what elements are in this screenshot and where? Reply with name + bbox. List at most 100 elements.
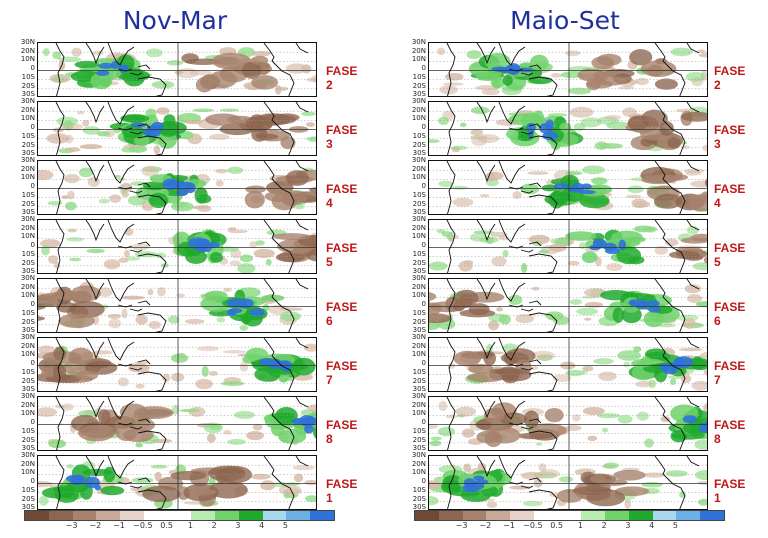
anomaly-blob (118, 257, 129, 263)
anomaly-blob (311, 74, 316, 83)
anomaly-blob (174, 70, 184, 75)
anomaly-blob (61, 195, 69, 200)
anomaly-blob (628, 299, 648, 307)
coastline (137, 135, 167, 155)
latitude-label: 10N (20, 409, 35, 418)
anomaly-blob (192, 108, 215, 113)
anomaly-blob (176, 189, 188, 197)
latitude-label: 10S (21, 367, 35, 376)
anomaly-blob (502, 74, 513, 86)
phase-label: FASE 5 (714, 241, 746, 269)
anomaly-blob (429, 423, 438, 430)
anomaly-map (428, 337, 708, 392)
colorbar-swatch (438, 511, 463, 520)
anomaly-blob (593, 358, 614, 365)
anomaly-blob (227, 438, 246, 445)
colorbar-swatch (238, 511, 263, 520)
anomaly-blob (484, 53, 511, 70)
anomaly-map (37, 396, 317, 451)
anomaly-blob (48, 439, 67, 449)
anomaly-blob (660, 416, 671, 422)
coastline (508, 359, 542, 371)
anomaly-blob (531, 365, 539, 370)
latitude-label: 20N (411, 223, 426, 232)
anomaly-blob (109, 194, 122, 203)
colorbar-swatch (191, 511, 216, 520)
anomaly-blob (624, 498, 632, 509)
colorbar-tick-label: 1 (187, 521, 193, 530)
anomaly-blob (550, 238, 558, 244)
latitude-label: 10S (21, 485, 35, 494)
anomaly-blob (52, 127, 65, 133)
latitude-label: 30S (21, 326, 35, 335)
anomaly-blob (145, 48, 163, 58)
coastline (476, 338, 496, 360)
coastline (528, 194, 558, 214)
anomaly-blob (117, 377, 129, 387)
anomaly-blob (685, 71, 706, 82)
anomaly-blob (272, 233, 311, 241)
coastline (295, 220, 309, 231)
anomaly-blob (633, 346, 642, 353)
anomaly-blob (486, 343, 493, 353)
anomaly-blob (107, 313, 122, 319)
anomaly-blob (462, 483, 480, 493)
anomaly-blob (580, 117, 602, 128)
coastline (263, 161, 295, 214)
anomaly-blob (239, 254, 254, 263)
anomaly-blob (604, 247, 620, 255)
latitude-label: 20S (21, 435, 35, 444)
anomaly-blob (618, 239, 627, 251)
anomaly-blob (703, 256, 707, 264)
anomaly-blob (249, 308, 265, 317)
coastline (476, 456, 496, 478)
latitude-label: 10N (411, 350, 426, 359)
anomaly-blob (597, 53, 622, 66)
anomaly-blob (123, 68, 146, 87)
anomaly-blob (565, 50, 581, 57)
coastline (295, 456, 309, 467)
anomaly-blob (278, 484, 302, 496)
latitude-label: 30S (412, 385, 426, 394)
anomaly-blob (305, 122, 315, 127)
anomaly-blob (679, 491, 686, 499)
anomaly-blob (195, 77, 213, 93)
anomaly-blob (130, 486, 144, 492)
coastline (446, 397, 456, 450)
latitude-label: 20S (412, 81, 426, 90)
anomaly-blob (305, 136, 316, 141)
anomaly-blob (215, 179, 224, 187)
latitude-label: 10S (412, 426, 426, 435)
coastline (476, 102, 496, 124)
anomaly-blob (251, 75, 279, 90)
anomaly-blob (437, 426, 456, 437)
coastline (508, 300, 542, 312)
coastline (446, 220, 456, 273)
anomaly-blob (470, 129, 484, 136)
anomaly-blob (667, 136, 681, 149)
coastline (55, 43, 65, 96)
anomaly-blob (166, 60, 184, 66)
anomaly-blob (111, 61, 119, 70)
anomaly-blob (100, 485, 125, 496)
anomaly-blob (683, 318, 696, 329)
anomaly-blob (123, 249, 130, 258)
phase-label: FASE 7 (326, 359, 358, 387)
anomaly-blob (148, 192, 168, 209)
coastline (85, 279, 105, 301)
anomaly-blob (304, 424, 314, 434)
anomaly-blob (452, 197, 474, 207)
latitude-label: 20N (20, 105, 35, 114)
anomaly-map (37, 278, 317, 333)
anomaly-blob (569, 299, 583, 305)
anomaly-blob (120, 189, 127, 195)
anomaly-map (428, 278, 708, 333)
coastline (446, 102, 456, 155)
latitude-label: 20N (20, 223, 35, 232)
latitude-label: 20N (411, 341, 426, 350)
coastline (85, 161, 105, 183)
anomaly-map (428, 160, 708, 215)
latitude-label: 10N (411, 232, 426, 241)
anomaly-blob (430, 436, 442, 441)
anomaly-blob (617, 414, 633, 424)
